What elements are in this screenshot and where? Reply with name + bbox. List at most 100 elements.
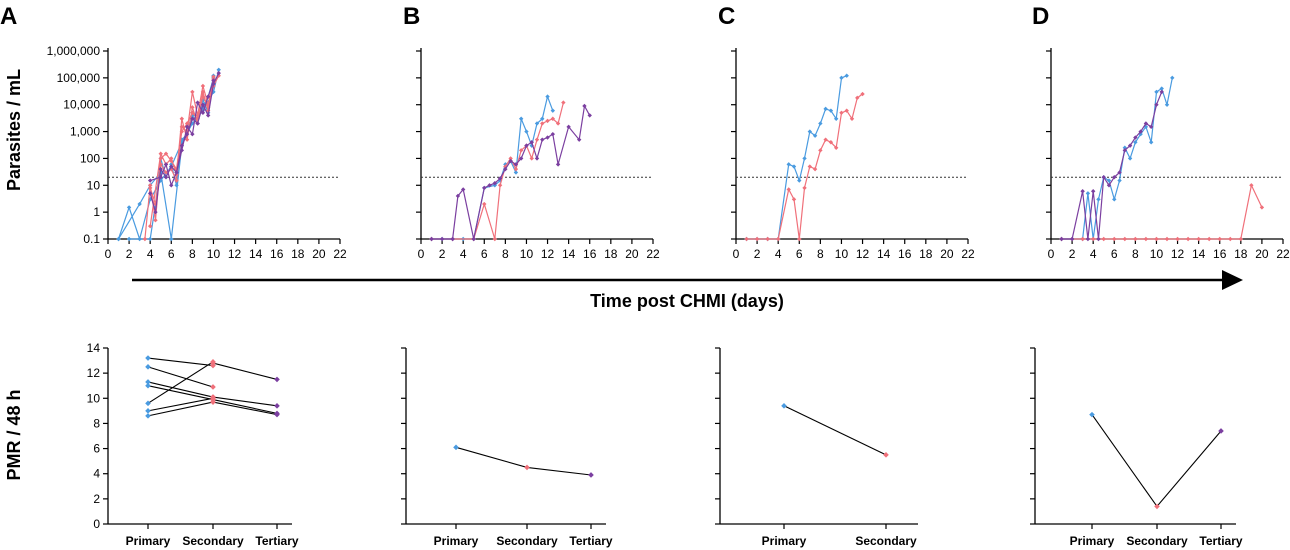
pmr-line <box>783 405 887 456</box>
x-tick-label: 2 <box>439 247 446 261</box>
data-point-tertiary <box>582 103 587 109</box>
data-point-tertiary <box>153 209 158 215</box>
data-point-tertiary <box>174 170 179 175</box>
data-point-primary <box>513 170 519 175</box>
data-point-primary <box>145 382 151 389</box>
data-point-primary <box>1117 178 1122 183</box>
data-point-secondary <box>775 236 781 242</box>
data-point-tertiary <box>1148 124 1154 130</box>
y-tick-label: 10 <box>87 391 101 405</box>
data-point-secondary <box>1164 236 1170 242</box>
x-tick-label: 18 <box>291 247 305 261</box>
data-point-primary <box>518 116 524 121</box>
data-point-secondary <box>163 151 169 156</box>
category-label-secondary: Secondary <box>855 534 917 548</box>
category-label-primary: Primary <box>126 534 171 548</box>
data-point-tertiary <box>1122 148 1128 153</box>
x-tick-label: 14 <box>1192 247 1206 261</box>
data-point-primary <box>781 403 787 409</box>
data-point-primary <box>145 408 151 414</box>
x-tick-label: 22 <box>646 247 660 261</box>
pair-line <box>147 366 214 388</box>
data-point-primary <box>216 67 221 72</box>
data-point-secondary <box>142 236 148 242</box>
data-point-secondary <box>1133 236 1138 242</box>
x-tick-label: 10 <box>835 247 849 261</box>
series-line-secondary <box>746 93 863 240</box>
x-tick-label: 16 <box>583 247 597 261</box>
data-point-primary <box>147 236 153 242</box>
data-point-secondary <box>1259 205 1265 210</box>
data-point-secondary <box>812 166 818 172</box>
x-tick-label: 14 <box>562 247 576 261</box>
x-tick-label: 18 <box>1234 247 1248 261</box>
x-tick-label: 10 <box>1150 247 1164 261</box>
data-point-secondary <box>508 156 513 161</box>
data-point-secondary <box>844 108 849 113</box>
x-tick-label: 16 <box>1213 247 1227 261</box>
data-point-secondary <box>513 166 519 172</box>
data-point-tertiary <box>1096 236 1101 242</box>
data-point-secondary <box>200 94 206 99</box>
data-point-secondary <box>1154 503 1160 510</box>
data-point-secondary <box>210 399 216 405</box>
panel-letter-c: C <box>718 3 735 30</box>
time-arrow-head <box>1222 270 1243 290</box>
series-line-primary <box>431 94 554 240</box>
pair-line <box>147 397 214 412</box>
x-tick-label: 0 <box>733 247 740 261</box>
data-point-secondary <box>174 178 179 183</box>
data-point-secondary <box>179 116 185 121</box>
y-tick-label: 12 <box>87 366 101 380</box>
data-point-secondary <box>153 218 158 223</box>
data-point-primary <box>1170 75 1175 81</box>
y-tick-label: 6 <box>93 442 100 456</box>
y-tick-label: 2 <box>93 492 100 506</box>
x-tick-label: 4 <box>1090 247 1097 261</box>
data-point-secondary <box>1206 236 1212 242</box>
data-point-primary <box>791 164 797 169</box>
x-tick-label: 4 <box>460 247 467 261</box>
category-label-primary: Primary <box>434 534 479 548</box>
data-point-tertiary <box>513 162 519 167</box>
x-tick-label: 22 <box>333 247 347 261</box>
panel-a-pmr: 0 2 4 6 8 10 12 14 Primary Secondary Tertiary <box>87 341 299 548</box>
data-point-tertiary <box>147 178 153 183</box>
data-point-primary <box>802 156 807 161</box>
data-point-tertiary <box>147 191 153 196</box>
data-point-secondary <box>561 100 566 105</box>
data-point-tertiary <box>163 162 169 167</box>
x-tick-label: 20 <box>940 247 954 261</box>
data-point-secondary <box>807 164 813 169</box>
data-point-tertiary <box>1101 175 1106 180</box>
y-tick-label: 4 <box>93 467 100 481</box>
data-point-secondary <box>860 91 865 97</box>
data-point-primary <box>145 379 151 385</box>
data-point-tertiary <box>1112 175 1117 180</box>
x-tick-label: 8 <box>189 247 196 261</box>
category-label-tertiary: Tertiary <box>569 534 612 548</box>
panel-letter-d: D <box>1032 3 1049 30</box>
data-point-secondary <box>839 110 844 115</box>
data-point-tertiary <box>540 137 545 142</box>
data-point-tertiary <box>550 131 556 137</box>
series-line-tertiary <box>1061 91 1163 240</box>
data-point-secondary <box>545 118 550 124</box>
panel-b-pmr: Primary Secondary Tertiary <box>401 347 613 548</box>
pair-line <box>212 401 278 416</box>
data-point-secondary <box>540 121 545 126</box>
data-point-primary <box>1085 191 1091 196</box>
data-point-tertiary <box>482 185 487 191</box>
data-point-secondary <box>184 121 190 126</box>
data-point-tertiary <box>450 236 455 242</box>
data-point-secondary <box>754 236 760 242</box>
data-point-primary <box>534 121 540 126</box>
data-point-secondary <box>147 183 153 188</box>
data-point-primary <box>797 178 802 183</box>
category-label-tertiary: Tertiary <box>255 534 298 548</box>
data-point-primary <box>540 116 545 121</box>
y-tick-label: 100 <box>80 151 100 165</box>
data-point-tertiary <box>1090 189 1096 194</box>
data-point-tertiary <box>545 135 550 140</box>
data-point-primary <box>812 133 818 138</box>
